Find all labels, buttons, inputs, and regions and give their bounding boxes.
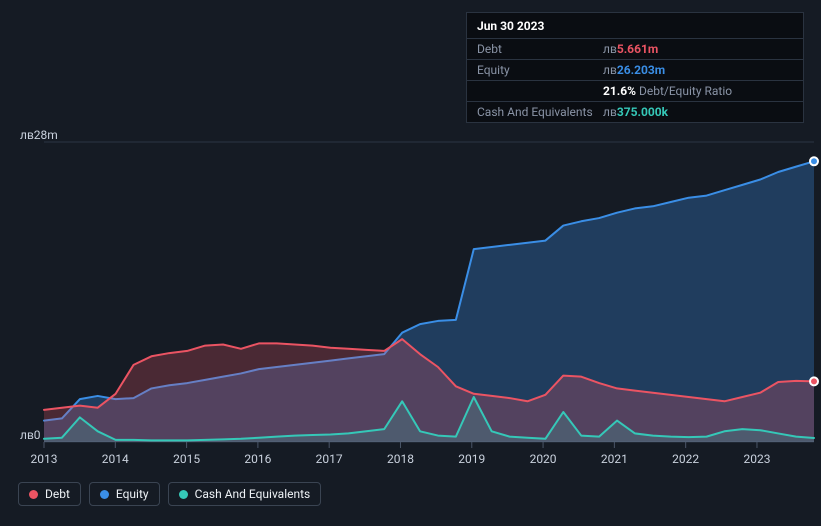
tooltip-row-label: Cash And Equivalents: [477, 105, 603, 119]
tooltip-row-value: лв26.203m: [603, 63, 665, 77]
y-axis-label: лв28m: [20, 128, 58, 142]
tooltip-row: Cash And Equivalentsлв375.000k: [467, 101, 803, 122]
legend-item[interactable]: Cash And Equivalents: [168, 482, 322, 506]
legend-label: Equity: [116, 487, 149, 501]
x-axis-label: 2022: [672, 452, 699, 466]
chart-tooltip: Jun 30 2023 Debtлв5.661mEquityлв26.203m2…: [466, 12, 804, 123]
tooltip-date: Jun 30 2023: [467, 19, 803, 38]
x-axis-label: 2023: [743, 452, 770, 466]
tooltip-row-label: Debt: [477, 42, 603, 56]
tooltip-row-label: [477, 84, 603, 98]
tooltip-row-value: лв375.000k: [603, 105, 668, 119]
tooltip-row-label: Equity: [477, 63, 603, 77]
y-axis-label: лв0: [20, 428, 41, 442]
x-axis-label: 2015: [173, 452, 200, 466]
tooltip-row: Equityлв26.203m: [467, 59, 803, 80]
tooltip-row-value: 21.6% Debt/Equity Ratio: [603, 84, 732, 98]
legend-label: Cash And Equivalents: [195, 487, 311, 501]
tooltip-row: 21.6% Debt/Equity Ratio: [467, 80, 803, 101]
legend-label: Debt: [45, 487, 70, 501]
x-axis-label: 2021: [601, 452, 628, 466]
x-axis-label: 2018: [387, 452, 414, 466]
x-axis-label: 2016: [244, 452, 271, 466]
tooltip-row: Debtлв5.661m: [467, 38, 803, 59]
legend-item[interactable]: Equity: [89, 482, 160, 506]
x-axis-label: 2017: [316, 452, 343, 466]
x-axis-label: 2020: [530, 452, 557, 466]
x-axis-label: 2014: [102, 452, 129, 466]
legend-dot-icon: [179, 490, 188, 499]
x-axis-label: 2019: [458, 452, 485, 466]
legend-dot-icon: [100, 490, 109, 499]
chart-svg: [18, 122, 821, 452]
chart-container: [18, 122, 821, 456]
tooltip-row-value: лв5.661m: [603, 42, 658, 56]
chart-legend: Debt Equity Cash And Equivalents: [18, 482, 321, 506]
legend-dot-icon: [29, 490, 38, 499]
legend-item[interactable]: Debt: [18, 482, 81, 506]
x-axis-label: 2013: [31, 452, 58, 466]
